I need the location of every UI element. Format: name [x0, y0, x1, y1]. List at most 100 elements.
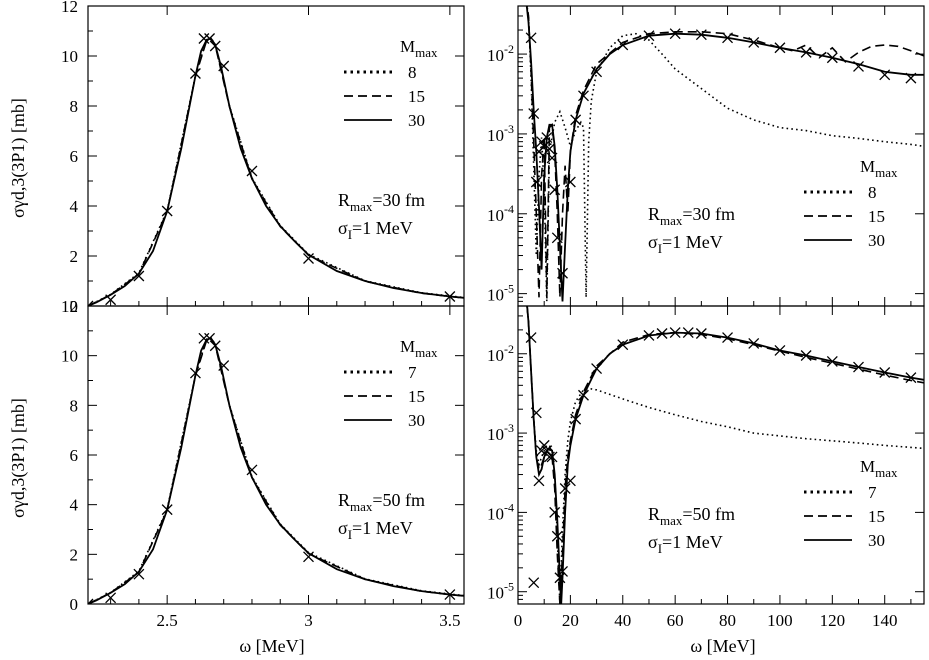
data-marker-b	[564, 176, 576, 188]
legend-b: Mmax 8 15 30	[804, 157, 898, 250]
data-marker-b	[538, 140, 550, 152]
data-marker-d	[564, 475, 576, 487]
data-marker-a	[133, 270, 145, 282]
data-marker-d	[853, 361, 864, 373]
x-tick-label-d: 100	[767, 611, 793, 630]
data-marker-a	[105, 294, 117, 306]
x-axis-title-left: ω [MeV]	[239, 636, 304, 656]
x-tick-label-c: 3	[304, 611, 313, 630]
data-marker-d	[722, 332, 734, 344]
series-line-a-dotted	[88, 37, 464, 306]
data-marker-b	[543, 143, 555, 155]
x-tick-label-d: 60	[667, 611, 684, 630]
data-marker-b	[530, 176, 542, 188]
plot-frame-d	[517, 305, 925, 605]
data-marker-a	[204, 33, 216, 44]
data-marker-d	[546, 451, 558, 463]
annotation-b: Rmax=30 fm	[648, 204, 735, 228]
data-marker-d	[669, 327, 681, 339]
annotation-b: σI=1 MeV	[648, 232, 723, 256]
series-line-d-dotted	[526, 306, 924, 604]
data-marker-b	[800, 46, 812, 58]
series-line-d-solid	[526, 306, 924, 604]
data-marker-b	[546, 152, 558, 164]
data-marker-d	[528, 577, 540, 589]
data-marker-b	[722, 32, 734, 44]
y-tick-label-d: 10-4	[487, 500, 514, 523]
data-marker-b	[591, 66, 603, 78]
data-marker-d	[826, 355, 838, 367]
legend-label-b: 8	[868, 183, 877, 202]
y-tick-label-c: 6	[70, 446, 79, 465]
x-axis-title-right: ω [MeV]	[690, 636, 755, 656]
data-marker-b	[748, 36, 760, 48]
legend-title-d: Mmax	[860, 457, 898, 480]
annotation-c: σI=1 MeV	[338, 518, 413, 542]
series-line-d-dashed	[526, 306, 924, 604]
legend-label-a: 8	[408, 63, 417, 82]
data-marker-d	[774, 345, 786, 356]
data-marker-d	[536, 445, 548, 457]
data-marker-c	[209, 340, 221, 352]
legend-label-b: 30	[868, 231, 885, 250]
data-marker-d	[591, 363, 603, 375]
y-tick-label-a: 10	[61, 47, 78, 66]
legend-title-a: Mmax	[400, 37, 438, 60]
data-marker-b	[528, 108, 540, 120]
data-marker-d	[559, 483, 571, 494]
data-marker-c	[218, 360, 230, 372]
y-tick-label-b: 10-4	[487, 202, 514, 225]
data-marker-b	[905, 72, 917, 84]
annotation-a: σI=1 MeV	[338, 218, 413, 242]
data-marker-d	[695, 328, 707, 339]
legend-label-d: 15	[868, 507, 885, 526]
data-marker-c	[204, 332, 216, 344]
y-tick-label-d: 10-2	[487, 342, 514, 365]
data-marker-d	[748, 337, 760, 349]
data-marker-c	[189, 367, 201, 379]
data-marker-a	[198, 33, 210, 44]
data-marker-b	[541, 132, 553, 144]
annotation-d: Rmax=50 fm	[648, 504, 735, 528]
y-axis-title-bottom: σγd,3(3P1) [mb]	[8, 398, 29, 518]
y-tick-label-d: 10-5	[487, 580, 514, 603]
data-marker-a	[218, 60, 230, 72]
y-tick-label-c: 8	[70, 396, 79, 415]
x-tick-label-d: 0	[514, 611, 523, 630]
legend-label-a: 30	[408, 111, 425, 130]
data-marker-d	[800, 350, 812, 361]
legend-label-b: 15	[868, 207, 885, 226]
legend-label-c: 15	[408, 387, 425, 406]
data-marker-c	[444, 589, 456, 601]
legend-label-d: 30	[868, 531, 885, 550]
y-axis-title-top: σγd,3(3P1) [mb]	[8, 98, 29, 218]
panel-d: 0 20 40 60 80 100 120 140 10-5 10-4 10-3 10-2 Mmax 7 1…	[487, 305, 925, 630]
y-tick-label-c: 0	[70, 595, 79, 614]
data-marker-d	[541, 445, 553, 457]
x-tick-label-c: 2.5	[157, 611, 178, 630]
data-marker-a	[161, 205, 173, 217]
data-marker-d	[551, 530, 563, 542]
data-marker-c	[133, 568, 145, 580]
data-marker-d	[549, 506, 561, 518]
data-marker-a	[209, 40, 221, 52]
data-marker-d	[543, 451, 555, 463]
y-tick-label-c: 2	[70, 545, 79, 564]
data-marker-d	[656, 328, 668, 339]
data-marker-d	[905, 372, 917, 384]
data-marker-d	[538, 439, 550, 451]
legend-a: Mmax 8 15 30	[344, 37, 438, 130]
series-line-b-solid	[525, 6, 924, 302]
data-marker-b	[695, 29, 707, 41]
data-marker-b	[549, 184, 561, 196]
series-line-b-dotted	[526, 6, 924, 302]
y-tick-label-c: 4	[70, 496, 79, 515]
annotation-a: Rmax=30 fm	[338, 190, 425, 214]
series-line-b-dashed	[526, 6, 924, 298]
x-tick-label-d: 20	[562, 611, 579, 630]
data-marker-b	[551, 232, 563, 244]
series-line-c-solid	[88, 337, 464, 604]
panel-c: 2.5 3 3.5 0 2 4 6 8 10 12 Mmax 7 15 30 Rmax=50 fm σI=1 …	[61, 297, 465, 630]
y-tick-label-a: 4	[70, 197, 79, 216]
data-marker-b	[617, 39, 629, 51]
